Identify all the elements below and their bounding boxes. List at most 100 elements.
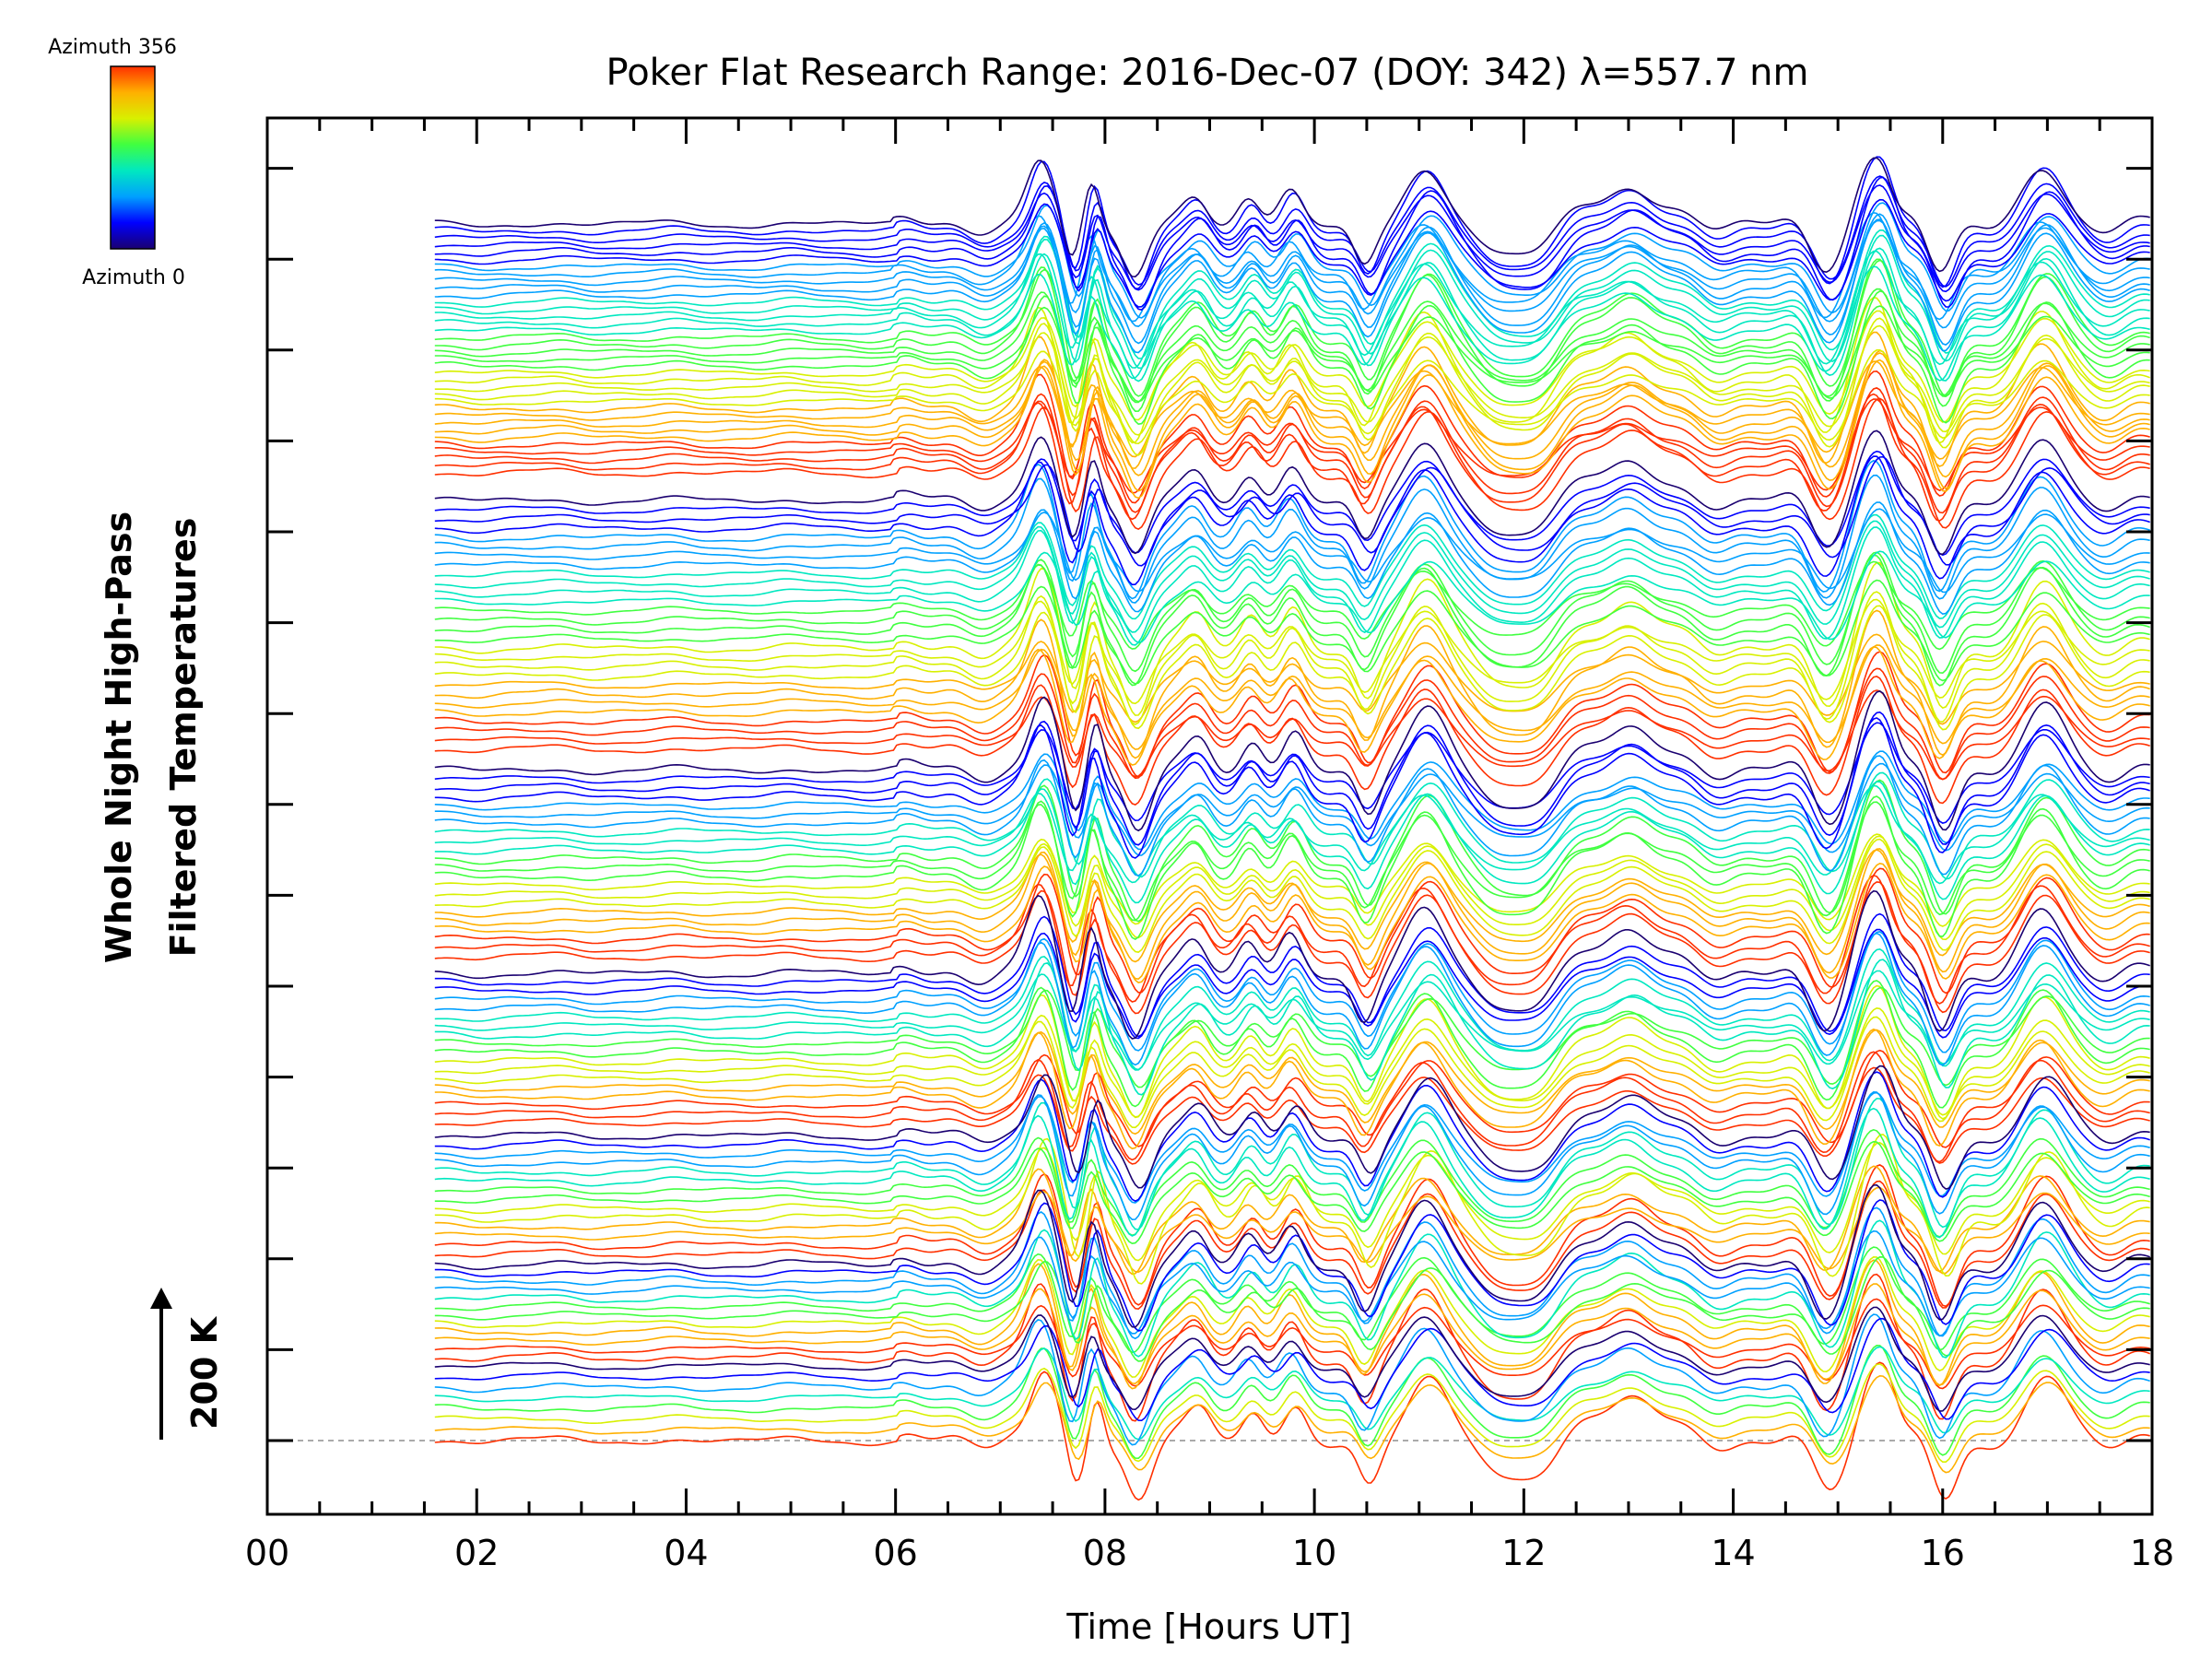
temperature-trace <box>434 646 2150 766</box>
temperature-trace <box>434 1049 2150 1148</box>
temperature-trace <box>434 1164 2150 1308</box>
temperature-trace <box>434 667 2150 781</box>
temperature-trace <box>434 520 2150 633</box>
x-tick-label: 00 <box>245 1533 289 1573</box>
temperature-trace <box>434 1273 2150 1422</box>
temperature-trace <box>434 1186 2150 1275</box>
temperature-trace <box>434 1091 2150 1204</box>
x-tick-label: 16 <box>1921 1533 1965 1573</box>
x-tick-label: 02 <box>454 1533 499 1573</box>
temperature-trace <box>434 633 2150 725</box>
temperature-trace <box>434 429 2150 556</box>
temperature-trace <box>434 1206 2150 1340</box>
temperature-trace <box>434 229 2150 359</box>
temperature-trace <box>434 157 2150 278</box>
x-tick-labels: 00 02 04 06 08 10 12 14 16 18 <box>245 1533 2174 1573</box>
temperature-trace <box>434 397 2150 531</box>
temperature-trace <box>434 771 2150 880</box>
y-axis-label-line2: Filtered Temperatures <box>163 518 204 958</box>
temperature-trace <box>434 835 2150 941</box>
x-tick-label: 14 <box>1711 1533 1755 1573</box>
colorbar-gradient <box>110 65 156 250</box>
temperature-trace <box>434 474 2150 604</box>
temperature-trace <box>434 1255 2150 1362</box>
temperature-trace <box>434 1183 2150 1328</box>
temperature-trace <box>434 605 2150 731</box>
x-tick-label: 10 <box>1292 1533 1336 1573</box>
temperature-trace <box>434 689 2150 781</box>
temperature-trace <box>434 928 2150 1040</box>
temperature-trace <box>434 579 2150 685</box>
temperature-trace <box>434 1317 2150 1422</box>
temperature-trace <box>434 1298 2150 1390</box>
temperature-trace <box>434 1283 2150 1386</box>
temperature-trace <box>434 348 2150 445</box>
temperature-trace <box>434 305 2150 403</box>
scale-bar-arrowhead <box>150 1288 172 1309</box>
temperature-trace <box>434 644 2150 750</box>
colorbar-bottom-label: Azimuth 0 <box>82 266 185 289</box>
axis-ticks <box>265 118 2154 1514</box>
temperature-trace <box>434 947 2150 1071</box>
temperature-trace <box>434 1065 2150 1190</box>
x-tick-label: 08 <box>1083 1533 1127 1573</box>
temperature-trace <box>434 184 2150 293</box>
temperature-trace <box>434 349 2150 492</box>
x-tick-label: 12 <box>1501 1533 1546 1573</box>
temperature-trace <box>434 598 2150 705</box>
temperature-trace <box>434 450 2150 557</box>
temperature-trace <box>434 1363 2150 1463</box>
temperature-trace <box>434 833 2150 927</box>
temperature-trace <box>434 779 2150 923</box>
temperature-trace <box>434 1140 2150 1245</box>
temperature-trace <box>434 1346 2150 1441</box>
temperature-trace <box>434 288 2150 404</box>
temperature-trace <box>434 801 2150 922</box>
temperature-trace <box>434 219 2150 329</box>
temperature-trace <box>434 398 2150 494</box>
colorbar-top-label: Azimuth 356 <box>48 36 177 59</box>
temperature-trace <box>434 889 2150 1040</box>
scale-bar: 200 K <box>150 1288 225 1440</box>
temperature-trace <box>434 1230 2150 1337</box>
temperature-trace <box>434 970 2150 1071</box>
temperature-trace <box>434 290 2150 426</box>
temperature-trace <box>434 931 2150 1053</box>
temperature-trace <box>434 750 2150 851</box>
temperature-trace <box>434 1029 2150 1135</box>
temperature-trace <box>434 651 2150 778</box>
temperature-trace <box>434 331 2150 469</box>
temperature-trace <box>434 211 2150 323</box>
chart-title: Poker Flat Research Range: 2016-Dec-07 (… <box>606 52 1809 94</box>
temperature-traces <box>434 156 2150 1501</box>
temperature-trace <box>434 176 2150 311</box>
temperature-trace <box>434 455 2150 567</box>
temperature-trace <box>434 591 2150 725</box>
temperature-trace <box>434 1098 2150 1230</box>
temperature-trace <box>434 202 2150 319</box>
temperature-trace <box>434 1028 2150 1150</box>
x-tick-label: 06 <box>873 1533 917 1573</box>
temperature-trace <box>434 867 2150 994</box>
temperature-trace <box>434 352 2150 478</box>
temperature-trace <box>434 609 2150 759</box>
temperature-trace <box>434 234 2150 370</box>
temperature-trace <box>434 912 2150 1038</box>
temperature-trace <box>434 849 2150 963</box>
temperature-trace <box>434 1199 2150 1332</box>
colorbar: Azimuth 356 Azimuth 0 <box>48 36 185 289</box>
temperature-trace <box>434 1246 2150 1354</box>
temperature-trace <box>434 1306 2150 1412</box>
temperature-trace <box>434 1107 2150 1239</box>
temperature-trace <box>434 722 2150 824</box>
plot-area: 00 02 04 06 08 10 12 14 16 18 <box>245 116 2174 1573</box>
temperature-trace <box>434 784 2150 885</box>
temperature-trace <box>434 986 2150 1088</box>
temperature-trace <box>434 984 2150 1120</box>
temperature-trace <box>434 838 2150 953</box>
x-tick-label: 18 <box>2130 1533 2174 1573</box>
temperature-trace <box>434 459 2150 600</box>
temperature-trace <box>434 526 2150 646</box>
x-axis-label: Time [Hours UT] <box>1065 1606 1351 1647</box>
